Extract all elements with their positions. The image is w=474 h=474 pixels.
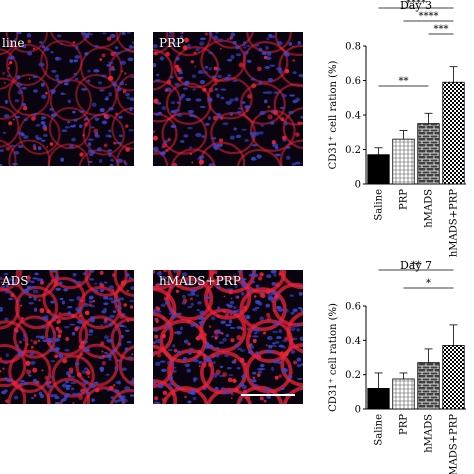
y-axis-label: CD31⁺ cell ration (%): [328, 303, 339, 412]
micro-image-top-right: [153, 32, 303, 166]
y-tick-label: 0.8: [345, 42, 361, 53]
significance-label: ***: [434, 24, 449, 35]
x-tick-label: hMADS: [424, 189, 435, 228]
chart-title: Day 7: [400, 259, 432, 272]
y-tick-label: 0.2: [345, 370, 361, 381]
micro-label-top-left: line: [2, 36, 25, 50]
y-tick-label: 0: [355, 180, 361, 191]
bar-hmads-prp: [442, 345, 465, 410]
bar-hmads-prp: [442, 81, 465, 185]
micro-image-bottom-left: [0, 270, 134, 404]
y-tick-label: 0.2: [345, 145, 361, 156]
micro-image-top-left: [0, 32, 134, 166]
significance-label: ****: [406, 0, 426, 9]
significance-label: ****: [419, 11, 439, 22]
x-tick-label: hMADS: [424, 414, 435, 453]
y-tick-label: 0.4: [345, 111, 361, 122]
micro-panel-top-right: PRP: [153, 32, 303, 166]
chart-day3-svg: Day 3 0 0.2 0.4 0.6 0.8 CD31⁺ cell ration (%) S…: [328, 0, 466, 257]
micro-label-bottom-right: hMADS+PRP: [159, 274, 241, 288]
y-axis-label: CD31⁺ cell ration (%): [328, 60, 339, 169]
bar-prp: [392, 378, 415, 410]
x-tick-label: hMADS+PRP: [449, 414, 460, 474]
stroma-layer: [153, 32, 303, 166]
x-tick-label: hMADS+PRP: [449, 189, 460, 257]
micro-image-bottom-right: [153, 270, 303, 404]
x-tick-label: Saline: [374, 189, 385, 221]
bar-hmads: [417, 123, 440, 185]
bar-saline: [367, 154, 390, 185]
significance-label: *: [426, 278, 431, 289]
micro-panel-top-left: line: [0, 32, 134, 166]
bar-saline: [367, 387, 390, 410]
x-tick-label: PRP: [399, 414, 410, 435]
bar-hmads: [417, 362, 440, 410]
significance-label: **: [399, 76, 409, 87]
y-tick-label: 0.6: [345, 302, 361, 313]
y-tick-label: 0: [355, 405, 361, 416]
micro-panel-bottom-left: ADS: [0, 270, 134, 404]
micro-panel-bottom-right: hMADS+PRP: [153, 270, 303, 404]
significance-label: **: [411, 260, 421, 271]
micro-label-bottom-left: ADS: [2, 274, 29, 288]
scale-bar: [241, 394, 295, 396]
x-tick-label: PRP: [399, 189, 410, 210]
y-tick-label: 0.4: [345, 336, 361, 347]
bar-prp: [392, 138, 415, 185]
chart-day7: Day 7 0 0.2 0.4 0.6 CD31⁺ cell ration (%) Sali…: [318, 255, 474, 474]
x-tick-label: Saline: [374, 414, 385, 446]
micro-label-top-right: PRP: [159, 36, 185, 50]
chart-day3: Day 3 0 0.2 0.4 0.6 0.8 CD31⁺ cell ration (%) S…: [318, 0, 474, 257]
chart-day7-svg: Day 7 0 0.2 0.4 0.6 CD31⁺ cell ration (%) Sali…: [328, 259, 466, 474]
chart-title: Day 3: [400, 0, 432, 12]
y-tick-label: 0.6: [345, 76, 361, 87]
